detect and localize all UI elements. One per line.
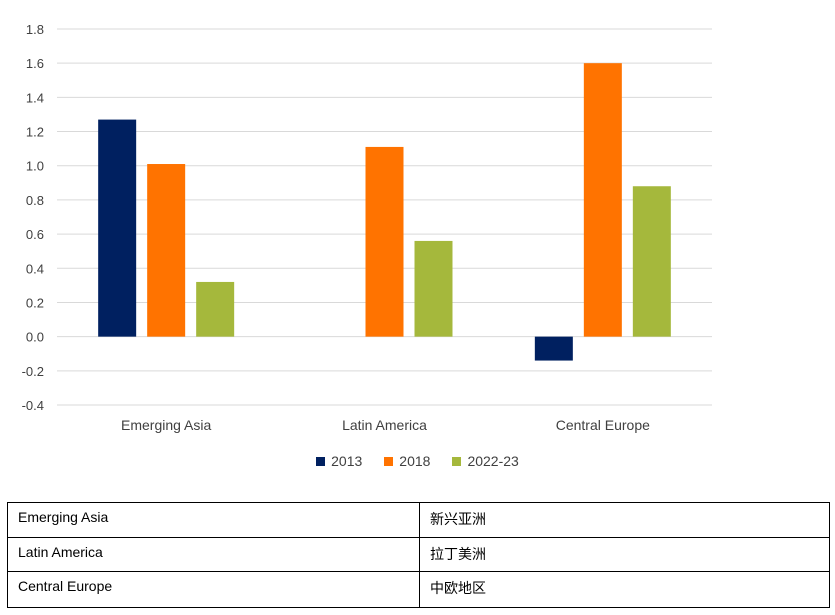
table-row: Emerging Asia 新兴亚洲 — [7, 502, 830, 538]
y-tick-label: -0.4 — [22, 398, 44, 413]
bar-2022-23-emerging-asia — [196, 281, 235, 337]
chart-legend: 2013 2018 2022-23 — [0, 450, 835, 472]
table-cell-english: Central Europe — [7, 571, 420, 608]
y-tick-label: 1.8 — [26, 22, 44, 37]
y-tick-label: 1.6 — [26, 56, 44, 71]
x-category-label: Latin America — [342, 417, 427, 433]
y-tick-label: 1.4 — [26, 90, 44, 105]
legend-label-2018: 2018 — [399, 453, 431, 469]
y-tick-label: 0.6 — [26, 227, 44, 242]
y-tick-label: -0.2 — [22, 364, 44, 379]
y-tick-label: 0.8 — [26, 193, 44, 208]
bar-2018-central-europe — [583, 63, 622, 337]
y-tick-label: 1.2 — [26, 125, 44, 140]
table-cell-english: Emerging Asia — [7, 502, 420, 538]
bar-2013-central-europe — [534, 336, 573, 361]
bar-2018-latin-america — [365, 146, 404, 337]
y-tick-label: 1.0 — [26, 159, 44, 174]
bar-chart: 1.8 1.6 1.4 1.2 1.0 0.8 0.6 0.4 0.2 0.0 -0.2 -0.4 Em… — [22, 22, 712, 433]
table-row: Latin America 拉丁美洲 — [7, 537, 830, 572]
legend-swatch-2013 — [316, 456, 326, 466]
y-tick-label: 0.2 — [26, 295, 44, 310]
legend-item-2018: 2018 — [384, 453, 430, 469]
bar-2022-23-latin-america — [414, 240, 453, 337]
table-cell-chinese: 中欧地区 — [419, 571, 830, 608]
y-tick-label: 0.0 — [26, 330, 44, 345]
bar-2018-emerging-asia — [147, 164, 186, 337]
x-category-label: Emerging Asia — [121, 417, 211, 433]
table-cell-chinese: 新兴亚洲 — [419, 502, 830, 538]
legend-item-2022-23: 2022-23 — [452, 453, 519, 469]
bar-2013-emerging-asia — [98, 119, 137, 337]
x-category-label: Central Europe — [556, 417, 650, 433]
legend-label-2022-23: 2022-23 — [467, 453, 519, 469]
legend-label-2013: 2013 — [331, 453, 363, 469]
legend-swatch-2018 — [384, 456, 394, 466]
translation-table: Emerging Asia 新兴亚洲 Latin America 拉丁美洲 Ce… — [7, 502, 830, 608]
table-cell-english: Latin America — [7, 537, 420, 572]
y-tick-label: 0.4 — [26, 261, 44, 276]
legend-item-2013: 2013 — [316, 453, 362, 469]
bar-2022-23-central-europe — [632, 186, 671, 337]
table-row: Central Europe 中欧地区 — [7, 571, 830, 608]
legend-swatch-2022-23 — [452, 456, 462, 466]
table-cell-chinese: 拉丁美洲 — [419, 537, 830, 572]
